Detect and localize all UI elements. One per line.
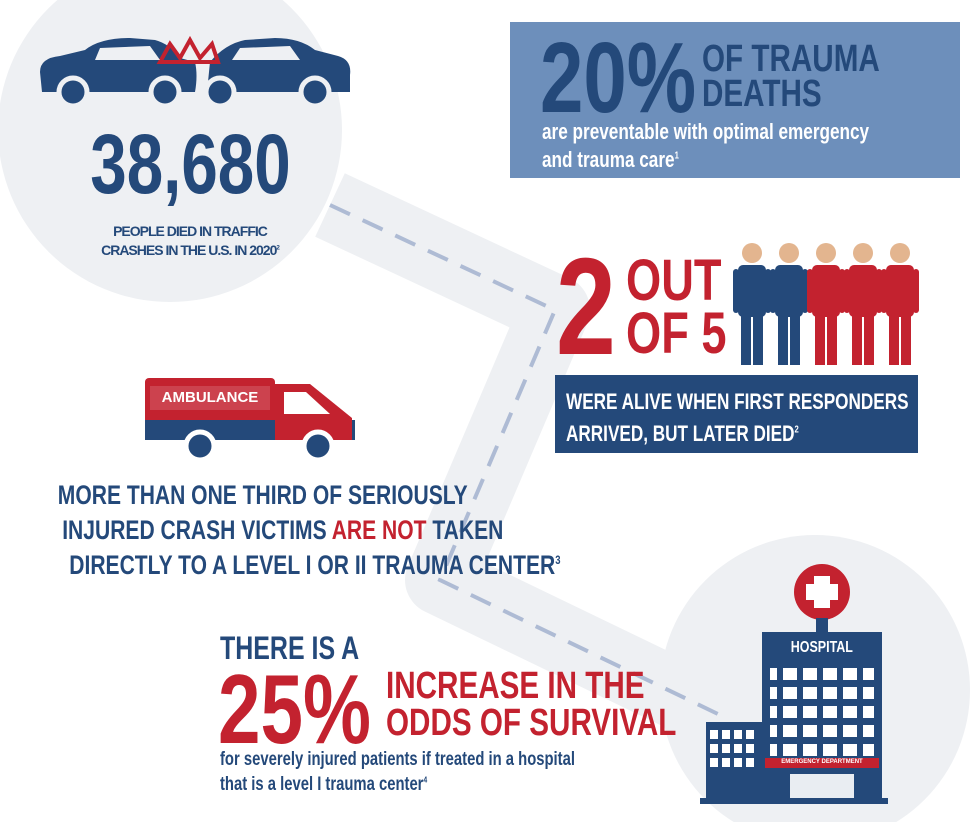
trauma-title: OF TRAUMA DEATHS xyxy=(702,42,930,112)
ambulance-text: MORE THAN ONE THIRD OF SERIOUSLY INJURED… xyxy=(0,478,490,583)
title-line: DEATHS xyxy=(702,77,822,112)
responders-number: 2 xyxy=(556,238,616,376)
footnote: 4 xyxy=(423,774,427,784)
ambulance-label: AMBULANCE xyxy=(150,390,270,405)
survival-percent-wrap: 25% xyxy=(218,660,414,758)
text-line: ARRIVED, BUT LATER DIED xyxy=(566,421,794,446)
footnote: 2 xyxy=(276,244,279,251)
text-line: MORE THAN ONE THIRD OF SERIOUSLY xyxy=(58,478,468,513)
hospital-label-text: HOSPITAL xyxy=(791,640,853,656)
ratio-line: OF 5 xyxy=(626,307,727,360)
crash-caption: PEOPLE DIED IN TRAFFIC CRASHES IN THE U.… xyxy=(40,222,340,260)
footnote: 3 xyxy=(555,553,560,567)
title-line: INCREASE IN THE xyxy=(386,668,645,705)
responders-number-wrap: 2 xyxy=(556,238,633,376)
crash-number-wrap: 38,680 xyxy=(40,122,340,206)
crash-number: 38,680 xyxy=(90,122,290,206)
text-part: TAKEN xyxy=(426,515,503,545)
survival-text: for severely injured patients if treated… xyxy=(220,748,675,797)
text-line: that is a level I trauma center xyxy=(220,774,423,795)
infographic-page: {"crash": {"number": "38,680", "caption_… xyxy=(0,0,976,822)
text-part: INJURED CRASH VICTIMS xyxy=(62,515,332,545)
people-icon xyxy=(733,243,919,365)
caption-line: PEOPLE DIED IN TRAFFIC xyxy=(40,222,340,241)
footnote: 1 xyxy=(675,150,679,161)
text-line: DIRECTLY TO A LEVEL I OR II TRAUMA CENTE… xyxy=(69,550,555,580)
footnote: 2 xyxy=(794,425,798,436)
department-label: EMERGENCY DEPARTMENT xyxy=(765,759,879,765)
responders-ratio: OUT OF 5 xyxy=(626,254,755,361)
hospital-label: HOSPITAL xyxy=(762,640,882,656)
title-line: OF TRAUMA xyxy=(702,42,880,77)
ratio-line: OUT xyxy=(626,254,722,307)
caption-text: CRASHES IN THE U.S. IN 2020 xyxy=(101,242,276,258)
responders-text: WERE ALIVE WHEN FIRST RESPONDERS ARRIVED… xyxy=(566,386,976,450)
text-line: for severely injured patients if treated… xyxy=(220,748,575,773)
survival-percent: 25% xyxy=(218,660,371,758)
title-line: ODDS OF SURVIVAL xyxy=(386,705,676,742)
highlight: ARE NOT xyxy=(332,515,427,545)
survival-title: INCREASE IN THE ODDS OF SURVIVAL xyxy=(386,668,758,742)
text-line: WERE ALIVE WHEN FIRST RESPONDERS xyxy=(566,386,909,418)
caption-line: CRASHES IN THE U.S. IN 20202 xyxy=(40,241,340,260)
trauma-percent: 20% xyxy=(540,28,696,128)
trauma-text: are preventable with optimal emergency a… xyxy=(542,118,961,173)
text-line: and trauma care xyxy=(542,147,675,172)
text-line: are preventable with optimal emergency xyxy=(542,118,869,146)
